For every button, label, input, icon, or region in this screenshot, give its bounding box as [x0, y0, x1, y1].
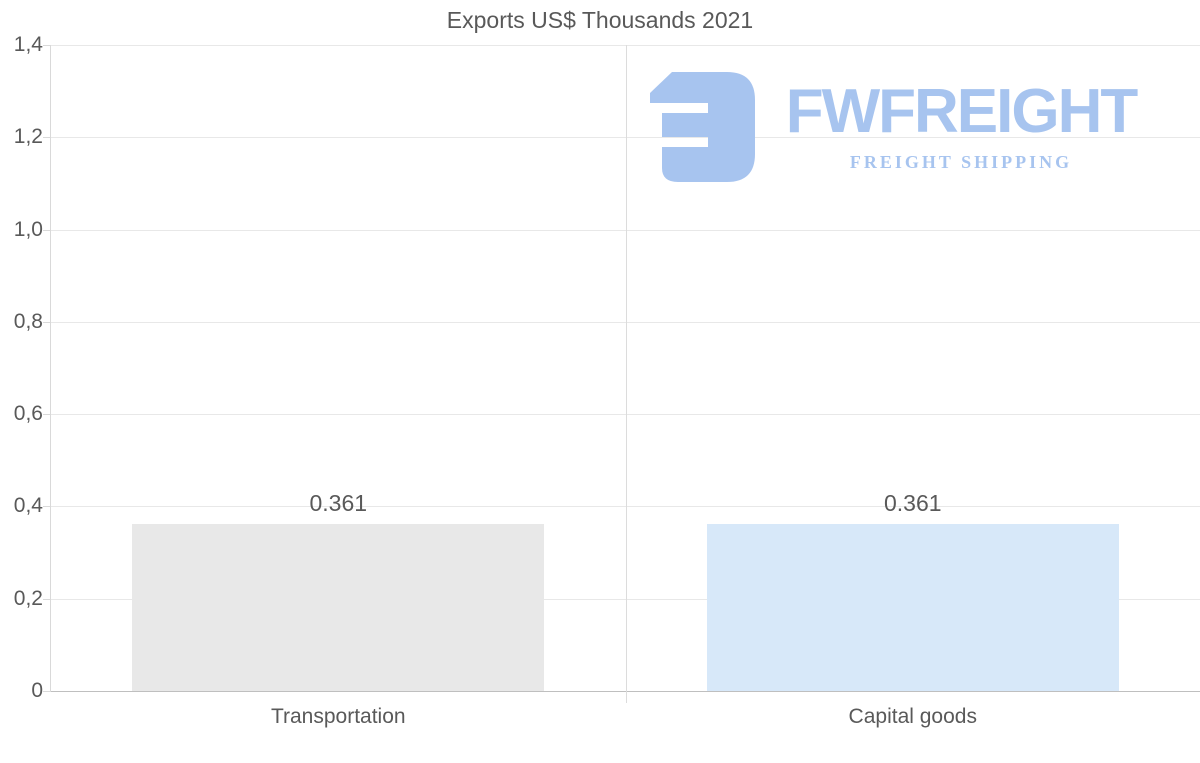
value-label-transportation: 0.361 [309, 490, 368, 516]
category-label-capital-goods: Capital goods [848, 705, 977, 728]
y-tick-label: 0,2 [13, 587, 43, 610]
y-gridline [51, 414, 1200, 415]
y-tick-mark [43, 691, 51, 692]
category-divider-line [626, 45, 627, 703]
y-gridline [51, 45, 1200, 46]
y-tick-label: 0,4 [13, 494, 43, 517]
logo: FWFREIGHT FREIGHT SHIPPING [650, 72, 1150, 182]
y-gridline [51, 137, 1200, 138]
logo-text: FWFREIGHT FREIGHT SHIPPING [770, 72, 1152, 182]
logo-subtitle: FREIGHT SHIPPING [849, 152, 1073, 172]
plot-area: 1,4 1,2 1,0 0,8 0,6 0,4 0,2 0 0.361 Transportatio… [14, 33, 1200, 728]
chart-title: Exports US$ Thousands 2021 [446, 7, 754, 33]
y-gridline [51, 506, 1200, 507]
y-tick-mark [43, 137, 51, 138]
y-tick-label: 1,2 [13, 125, 43, 148]
y-tick-mark [43, 506, 51, 507]
y-tick-mark [43, 45, 51, 46]
y-tick-label: 0 [31, 679, 43, 702]
y-tick-label: 0,6 [13, 402, 43, 425]
bar-capital-goods[interactable] [707, 524, 1119, 691]
y-tick-mark [43, 599, 51, 600]
y-tick-mark [43, 414, 51, 415]
y-tick-label: 1,4 [13, 33, 43, 56]
y-tick-label: 0,8 [13, 310, 43, 333]
y-tick-mark [43, 230, 51, 231]
fwfreight-mark-icon [650, 72, 755, 182]
logo-wordmark: FWFREIGHT [785, 77, 1138, 146]
y-gridline [51, 230, 1200, 231]
y-tick-label: 1,0 [13, 218, 43, 241]
value-label-capital-goods: 0.361 [883, 490, 942, 516]
y-gridline [51, 322, 1200, 323]
y-gridline [51, 599, 1200, 600]
bar-transportation[interactable] [132, 524, 544, 691]
category-label-transportation: Transportation [270, 705, 406, 728]
y-tick-mark [43, 322, 51, 323]
